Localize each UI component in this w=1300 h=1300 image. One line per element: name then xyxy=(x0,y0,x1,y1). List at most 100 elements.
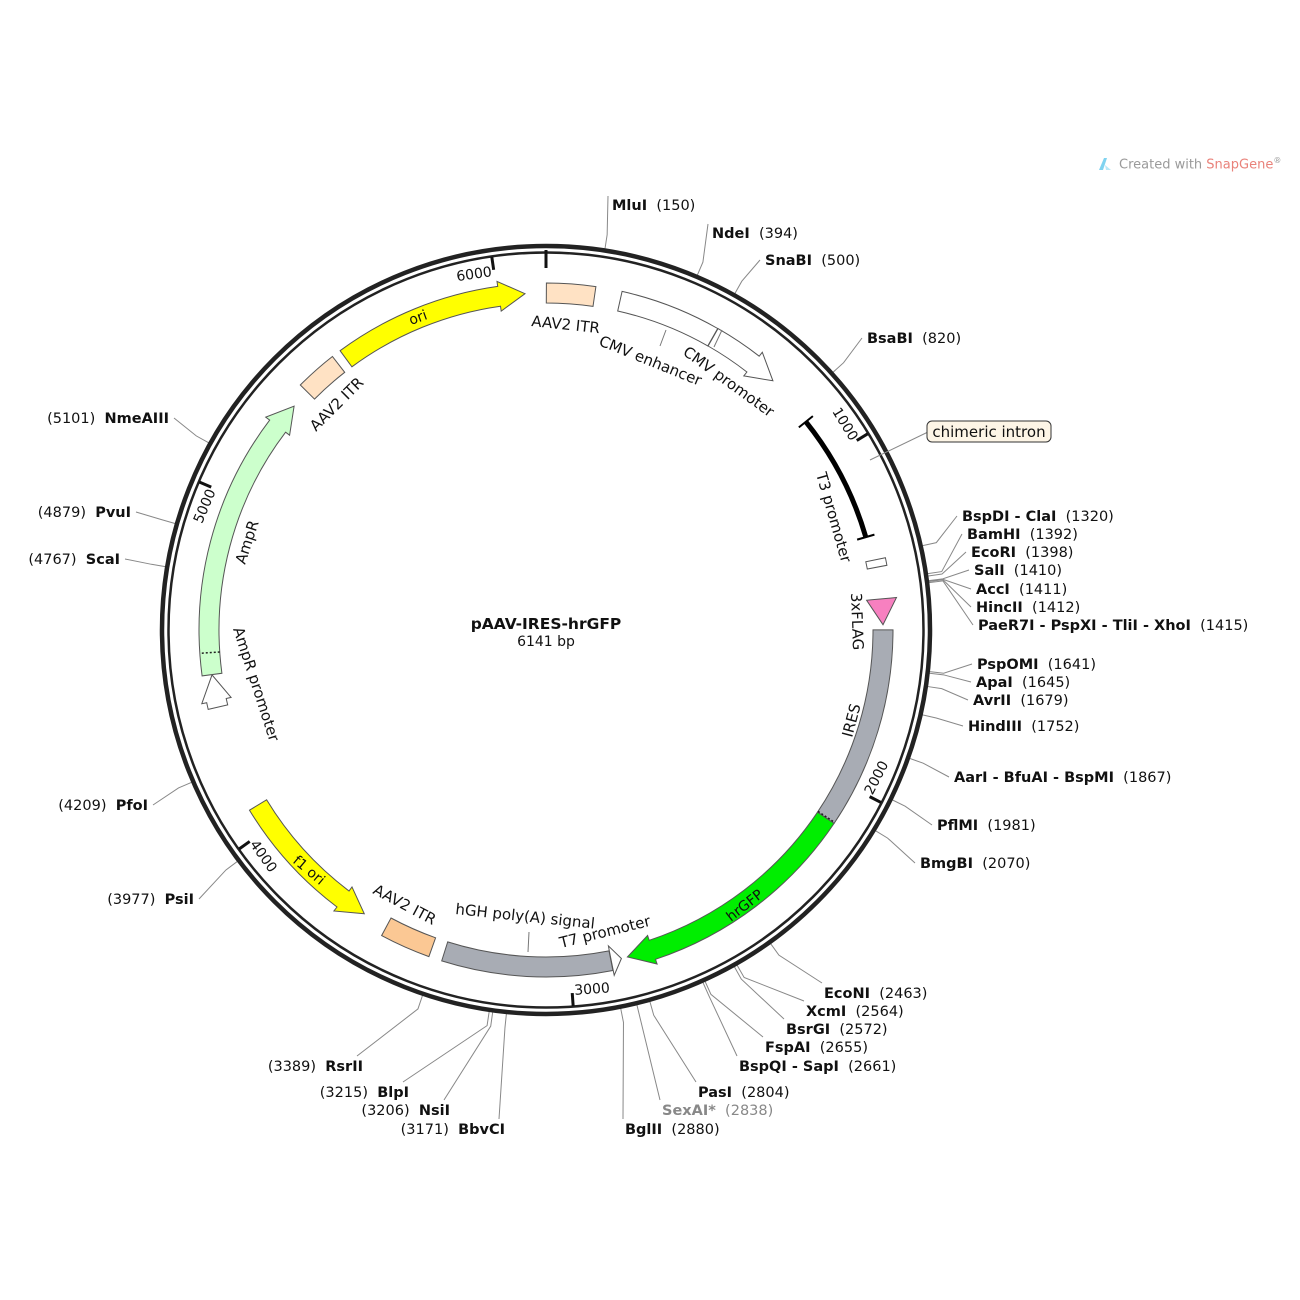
site-leader-line xyxy=(173,417,209,444)
site-aari-bfuai-bspmi[interactable]: AarI - BfuAI - BspMI (1867) xyxy=(909,758,1171,786)
site-paer7i-pspxi-tlii-xhoi[interactable]: PaeR7I - PspXI - TliI - XhoI (1415) xyxy=(929,580,1248,634)
site-name: BlpI xyxy=(377,1085,409,1101)
site-bmgbi[interactable]: BmgBI (2070) xyxy=(875,830,1031,872)
site-label[interactable]: (3215) BlpI xyxy=(320,1085,409,1101)
feature-ampr-promoter[interactable] xyxy=(201,673,233,710)
site-bamhi[interactable]: BamHI (1392) xyxy=(927,527,1078,575)
site-ndei[interactable]: NdeI (394) xyxy=(696,223,798,276)
site-bsrgi[interactable]: BsrGI (2572) xyxy=(734,966,888,1038)
site-label[interactable]: BspQI - SapI (2661) xyxy=(739,1059,896,1075)
site-name: BbvCI xyxy=(458,1122,505,1138)
feature-aav2-itr[interactable] xyxy=(380,917,437,958)
site-label[interactable]: SexAI* (2838) xyxy=(662,1103,773,1119)
site-sexai-[interactable]: SexAI* (2838) xyxy=(636,1005,773,1119)
site-acci[interactable]: AccI (1411) xyxy=(928,578,1067,598)
site-pspomi[interactable]: PspOMI (1641) xyxy=(929,657,1096,674)
feature-unlabeled[interactable] xyxy=(865,557,888,570)
site-bbvci[interactable]: (3171) BbvCI xyxy=(401,1013,507,1138)
site-bsabi[interactable]: BsaBI (820) xyxy=(832,331,961,373)
site-avrii[interactable]: AvrII (1679) xyxy=(927,686,1069,709)
site-label[interactable]: (3389) RsrII xyxy=(268,1059,363,1075)
site-label[interactable]: HincII (1412) xyxy=(976,600,1080,616)
feature-cmv-enhancer[interactable] xyxy=(617,290,719,347)
site-label[interactable]: BglII (2880) xyxy=(625,1122,720,1138)
site-label[interactable]: FspAI (2655) xyxy=(765,1040,868,1056)
site-label[interactable]: (4767) ScaI xyxy=(28,552,120,568)
site-psii[interactable]: (3977) PsiI xyxy=(107,861,238,908)
site-label[interactable]: SalI (1410) xyxy=(974,563,1062,579)
site-leader-line xyxy=(198,861,238,900)
ires-hrgfp-junction xyxy=(817,810,836,824)
site-scai[interactable]: (4767) ScaI xyxy=(28,552,166,568)
site-bspdi-clai[interactable]: BspDI - ClaI (1320) xyxy=(922,509,1114,547)
site-econi[interactable]: EcoNI (2463) xyxy=(770,943,928,1002)
site-fspai[interactable]: FspAI (2655) xyxy=(704,981,868,1056)
site-nmeaiii[interactable]: (5101) NmeAIII xyxy=(47,411,209,444)
site-position: (1679) xyxy=(1011,693,1068,709)
site-label[interactable]: NdeI (394) xyxy=(712,226,798,242)
site-blpi[interactable]: (3215) BlpI xyxy=(320,1011,490,1101)
site-ecori[interactable]: EcoRI (1398) xyxy=(928,545,1073,577)
site-label[interactable]: BspDI - ClaI (1320) xyxy=(962,509,1114,525)
feature-aav2-itr[interactable] xyxy=(299,355,346,400)
feature-3xflag[interactable] xyxy=(865,596,898,626)
site-hincii[interactable]: HincII (1412) xyxy=(928,579,1080,616)
site-label[interactable]: XcmI (2564) xyxy=(806,1004,904,1020)
site-label[interactable]: MluI (150) xyxy=(612,198,695,214)
feature-f1-ori[interactable] xyxy=(248,799,366,915)
site-pfoi[interactable]: (4209) PfoI xyxy=(58,781,192,814)
site-label[interactable]: BsaBI (820) xyxy=(867,331,961,347)
site-label[interactable]: (4879) PvuI xyxy=(38,505,131,521)
feature-hrgfp[interactable] xyxy=(626,811,835,965)
site-bspqi-sapi[interactable]: BspQI - SapI (2661) xyxy=(702,982,896,1075)
site-leader-line xyxy=(604,195,609,249)
site-snabi[interactable]: SnaBI (500) xyxy=(734,253,860,294)
site-nsii[interactable]: (3206) NsiI xyxy=(361,1012,494,1119)
site-rsrii[interactable]: (3389) RsrII xyxy=(268,995,423,1075)
site-position: (2655) xyxy=(811,1040,868,1056)
site-label[interactable]: EcoRI (1398) xyxy=(971,545,1073,561)
ampr-start-mark xyxy=(199,651,220,655)
site-pflmi[interactable]: PflMI (1981) xyxy=(892,799,1036,834)
feature-hgh-poly-a-signal[interactable] xyxy=(441,941,614,978)
feature-t3-promoter-end-mark xyxy=(856,533,875,541)
site-label[interactable]: ApaI (1645) xyxy=(976,675,1070,691)
site-sali[interactable]: SalI (1410) xyxy=(928,563,1062,582)
feature-cmv-promoter[interactable] xyxy=(707,327,774,382)
site-hindiii[interactable]: HindIII (1752) xyxy=(922,714,1080,735)
site-label[interactable]: AarI - BfuAI - BspMI (1867) xyxy=(954,770,1171,786)
site-bglii[interactable]: BglII (2880) xyxy=(620,1008,720,1138)
site-label[interactable]: (3171) BbvCI xyxy=(401,1122,505,1138)
site-label[interactable]: (5101) NmeAIII xyxy=(47,411,169,427)
site-label[interactable]: AccI (1411) xyxy=(976,582,1067,598)
site-label[interactable]: HindIII (1752) xyxy=(968,719,1079,735)
site-apai[interactable]: ApaI (1645) xyxy=(929,672,1071,691)
site-mlui[interactable]: MluI (150) xyxy=(604,195,695,249)
site-label[interactable]: PasI (2804) xyxy=(698,1085,790,1101)
site-label[interactable]: BmgBI (2070) xyxy=(920,856,1030,872)
feature-ori[interactable] xyxy=(339,280,526,368)
site-label[interactable]: SnaBI (500) xyxy=(765,253,860,269)
site-label[interactable]: (4209) PfoI xyxy=(58,798,148,814)
site-name: PfoI xyxy=(116,798,148,814)
site-leader-line xyxy=(927,533,963,575)
site-label[interactable]: BsrGI (2572) xyxy=(786,1022,888,1038)
site-label[interactable]: BamHI (1392) xyxy=(967,527,1078,543)
site-leader-line xyxy=(696,223,709,276)
feature-ampr[interactable] xyxy=(198,405,295,677)
site-label[interactable]: PaeR7I - PspXI - TliI - XhoI (1415) xyxy=(978,618,1248,634)
site-label[interactable]: (3977) PsiI xyxy=(107,892,194,908)
site-pasi[interactable]: PasI (2804) xyxy=(649,1001,790,1101)
site-leader-line xyxy=(928,579,972,608)
site-xcmi[interactable]: XcmI (2564) xyxy=(736,965,904,1020)
plasmid-name: pAAV-IRES-hrGFP xyxy=(471,615,622,633)
site-label[interactable]: AvrII (1679) xyxy=(973,693,1069,709)
site-pvui[interactable]: (4879) PvuI xyxy=(38,505,176,524)
site-label[interactable]: PspOMI (1641) xyxy=(977,657,1096,673)
site-label[interactable]: PflMI (1981) xyxy=(937,818,1036,834)
site-label[interactable]: EcoNI (2463) xyxy=(824,986,927,1002)
site-label[interactable]: (3206) NsiI xyxy=(361,1103,450,1119)
feature-aav2-itr[interactable] xyxy=(545,282,597,307)
feature-t3-promoter[interactable] xyxy=(803,420,869,538)
